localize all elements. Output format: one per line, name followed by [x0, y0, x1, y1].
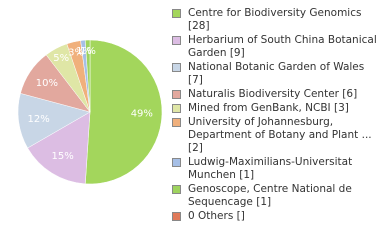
legend-item: Genoscope, Centre National de Sequencage… [172, 183, 377, 209]
slice-label: 1% [76, 46, 92, 57]
legend-label: Herbarium of South China Botanical Garde… [188, 34, 377, 59]
slice-label: 49% [131, 109, 153, 120]
slice-label: 12% [27, 114, 49, 125]
legend-label: Ludwig-Maximilians-Universitat Munchen [… [188, 156, 353, 181]
pie: 49% 15% 12% 10% 5%3%1%1% [17, 39, 163, 185]
legend-label: Genoscope, Centre National de Sequencage… [188, 183, 352, 208]
slice-label: 15% [52, 151, 74, 162]
legend-swatch [172, 158, 181, 167]
pie-slice [85, 39, 163, 185]
legend-item: Naturalis Biodiversity Center [6] [172, 88, 377, 101]
legend-item: Ludwig-Maximilians-Universitat Munchen [… [172, 156, 377, 182]
slice-label: 1% [80, 46, 96, 57]
legend-item: Herbarium of South China Botanical Garde… [172, 34, 377, 60]
legend-label: University of Johannesburg, Department o… [188, 116, 372, 154]
slice-label: 3% [68, 47, 84, 58]
legend-swatch [172, 185, 181, 194]
legend-swatch [172, 36, 181, 45]
pie-slice [27, 111, 91, 185]
legend-label: Centre for Biodiversity Genomics [28] [188, 7, 362, 32]
legend-item: Mined from GenBank, NCBI [3] [172, 102, 377, 115]
slice-label: 10% [36, 78, 58, 89]
legend-item: 0 Others [] [172, 210, 377, 223]
legend-label: Naturalis Biodiversity Center [6] [188, 88, 358, 100]
legend-swatch [172, 90, 181, 99]
legend-item: University of Johannesburg, Department o… [172, 116, 377, 155]
legend-swatch [172, 118, 181, 127]
legend-swatch [172, 212, 181, 221]
pie-slice [85, 39, 91, 113]
legend-swatch [172, 104, 181, 113]
legend-swatch [172, 63, 181, 72]
slice-label: 5% [53, 53, 69, 64]
legend-label: 0 Others [] [188, 210, 245, 222]
legend-label: Mined from GenBank, NCBI [3] [188, 102, 349, 114]
legend-swatch [172, 9, 181, 18]
legend-label: National Botanic Garden of Wales [7] [188, 61, 365, 86]
legend: Centre for Biodiversity Genomics [28] Her… [172, 7, 377, 224]
legend-item: Centre for Biodiversity Genomics [28] [172, 7, 377, 33]
legend-item: National Botanic Garden of Wales [7] [172, 61, 377, 87]
